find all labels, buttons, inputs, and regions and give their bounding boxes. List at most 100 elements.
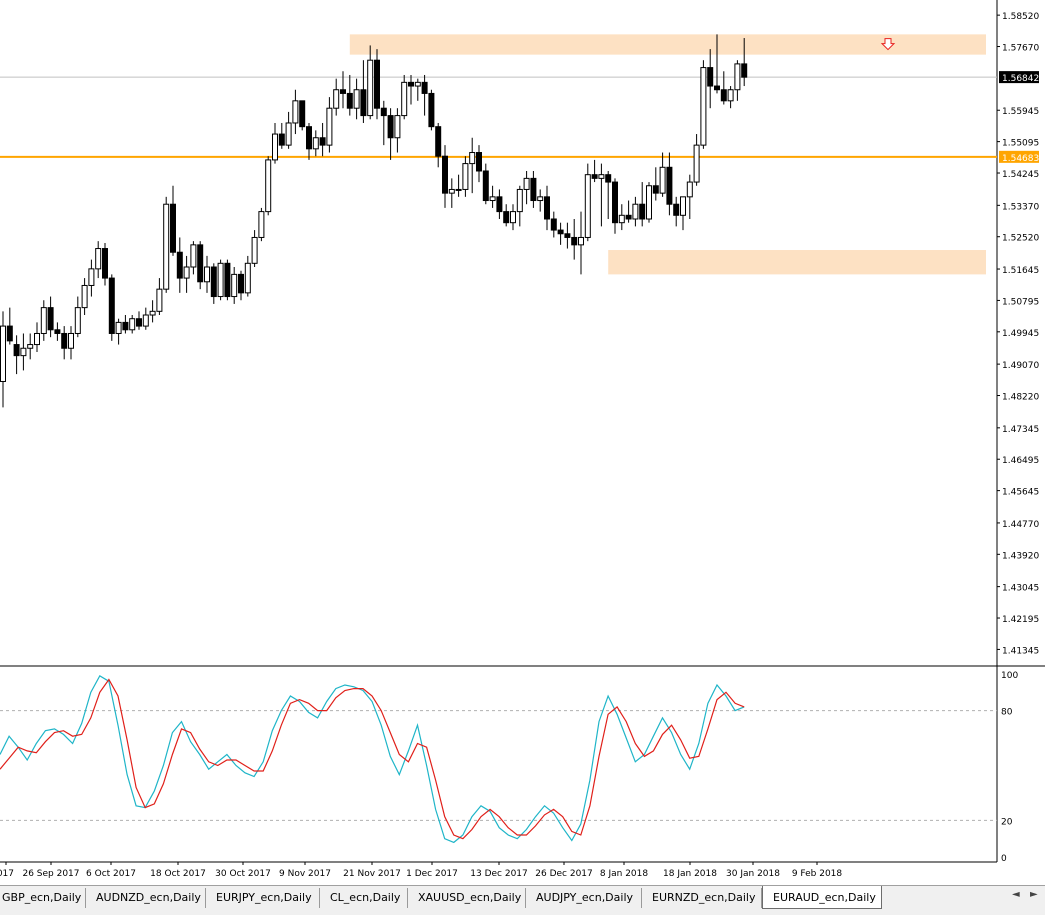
candle [74, 296, 81, 338]
candle [258, 207, 265, 242]
candle [326, 97, 333, 153]
bear-candle-body [319, 137, 326, 146]
price-tick-label: 1.55945 [1002, 107, 1039, 117]
tab-audjpy-ecn-daily[interactable]: AUDJPY_ecn,Daily [526, 888, 642, 908]
candle [455, 174, 462, 197]
candle [27, 333, 34, 360]
tab-eurnzd-ecn-daily[interactable]: EURNZD_ecn,Daily [642, 888, 762, 908]
bear-candle-body [61, 332, 68, 349]
candle [516, 185, 523, 227]
candlestick-series [0, 34, 748, 408]
bull-candle-body [414, 81, 421, 87]
bull-candle-body [0, 325, 6, 382]
candle [217, 259, 224, 301]
candle [278, 122, 285, 149]
candle [292, 89, 299, 135]
candle [503, 204, 510, 227]
bear-candle-body [496, 196, 503, 213]
candle [299, 100, 306, 131]
tab-gbp-ecn-daily[interactable]: GBP_ecn,Daily [0, 888, 86, 908]
price-tick-label: 1.47345 [1002, 425, 1039, 435]
tab-euraud-ecn-daily[interactable]: EURAUD_ecn,Daily [762, 886, 882, 909]
price-tick-label: 1.49945 [1002, 329, 1039, 339]
candle [673, 196, 680, 227]
candle [741, 38, 748, 87]
tab-eurjpy-ecn-daily[interactable]: EURJPY_ecn,Daily [206, 888, 320, 908]
candle [727, 86, 734, 109]
candle [210, 263, 217, 304]
candle [510, 204, 516, 231]
bear-candle-body [176, 251, 183, 279]
candle [578, 211, 584, 275]
time-tick-label: 30 Jan 2018 [726, 869, 780, 879]
bull-candle-body [326, 107, 333, 146]
bull-candle-body [700, 67, 707, 146]
bull-candle-body [680, 196, 686, 216]
candle [190, 241, 197, 275]
bull-candle-body [142, 314, 149, 327]
time-tick-label: 30 Oct 2017 [215, 869, 271, 879]
candle [469, 137, 476, 194]
tab-cl-ecn-daily[interactable]: CL_ecn,Daily [320, 888, 408, 908]
sell-arrow-icon [880, 38, 896, 51]
tab-audnzd-ecn-daily[interactable]: AUDNZD_ecn,Daily [86, 888, 206, 908]
candle [319, 122, 326, 157]
bear-candle-body [720, 89, 727, 102]
bear-candle-body [530, 177, 537, 202]
candle [700, 60, 707, 149]
candle [142, 307, 149, 330]
candle [591, 159, 598, 183]
candle [476, 145, 482, 183]
candle [20, 333, 27, 371]
scroll-right-icon[interactable]: ► [1030, 889, 1038, 900]
candle [408, 74, 414, 105]
current-price-label: 1.56842 [1002, 74, 1039, 84]
candle [360, 60, 367, 123]
candle [686, 174, 693, 219]
bear-candle-body [571, 236, 578, 246]
candle [163, 196, 170, 293]
bull-candle-body [367, 59, 374, 117]
bear-candle-body [278, 133, 285, 146]
candle [238, 270, 244, 301]
bear-candle-body [550, 218, 557, 231]
bear-candle-body [102, 248, 108, 279]
bear-candle-body [340, 89, 346, 94]
candle [448, 178, 455, 208]
bull-candle-body [734, 63, 741, 91]
candle [231, 267, 238, 304]
bear-candle-body [591, 174, 598, 179]
candle [401, 74, 408, 120]
osc-tick-label: 0 [1001, 854, 1007, 864]
candle [0, 311, 6, 408]
price-axis: 1.58520 1.57670 1.56842 1.55945 1.55095 1.546… [997, 12, 1039, 656]
tab-xauusd-ecn-daily[interactable]: XAUUSD_ecn,Daily [408, 888, 526, 908]
candle [380, 100, 387, 146]
price-tick-label: 1.49070 [1002, 361, 1039, 371]
candle [224, 259, 231, 301]
bear-candle-body [47, 307, 54, 331]
price-tick-label: 1.43920 [1002, 551, 1039, 561]
candle [442, 145, 448, 208]
candle [387, 108, 394, 160]
candle [68, 326, 74, 360]
bull-candle-body [40, 307, 47, 334]
candle [557, 222, 564, 245]
candle [367, 45, 374, 120]
candle [612, 178, 618, 234]
price-zone [608, 250, 986, 275]
candle [598, 163, 605, 227]
candle [523, 170, 530, 205]
scroll-left-icon[interactable]: ◄ [1012, 889, 1020, 900]
bear-candle-body [238, 273, 244, 294]
bear-candle-body [612, 181, 618, 224]
bull-candle-body [244, 262, 251, 294]
bull-candle-body [632, 203, 639, 220]
osc-tick-label: 20 [1001, 817, 1013, 827]
bear-candle-body [476, 152, 482, 172]
bear-candle-body [210, 266, 217, 298]
candle [108, 274, 115, 341]
chart-canvas[interactable]: 1.58520 1.57670 1.56842 1.55945 1.55095 1.546… [0, 0, 1045, 885]
bull-candle-body [265, 159, 272, 213]
